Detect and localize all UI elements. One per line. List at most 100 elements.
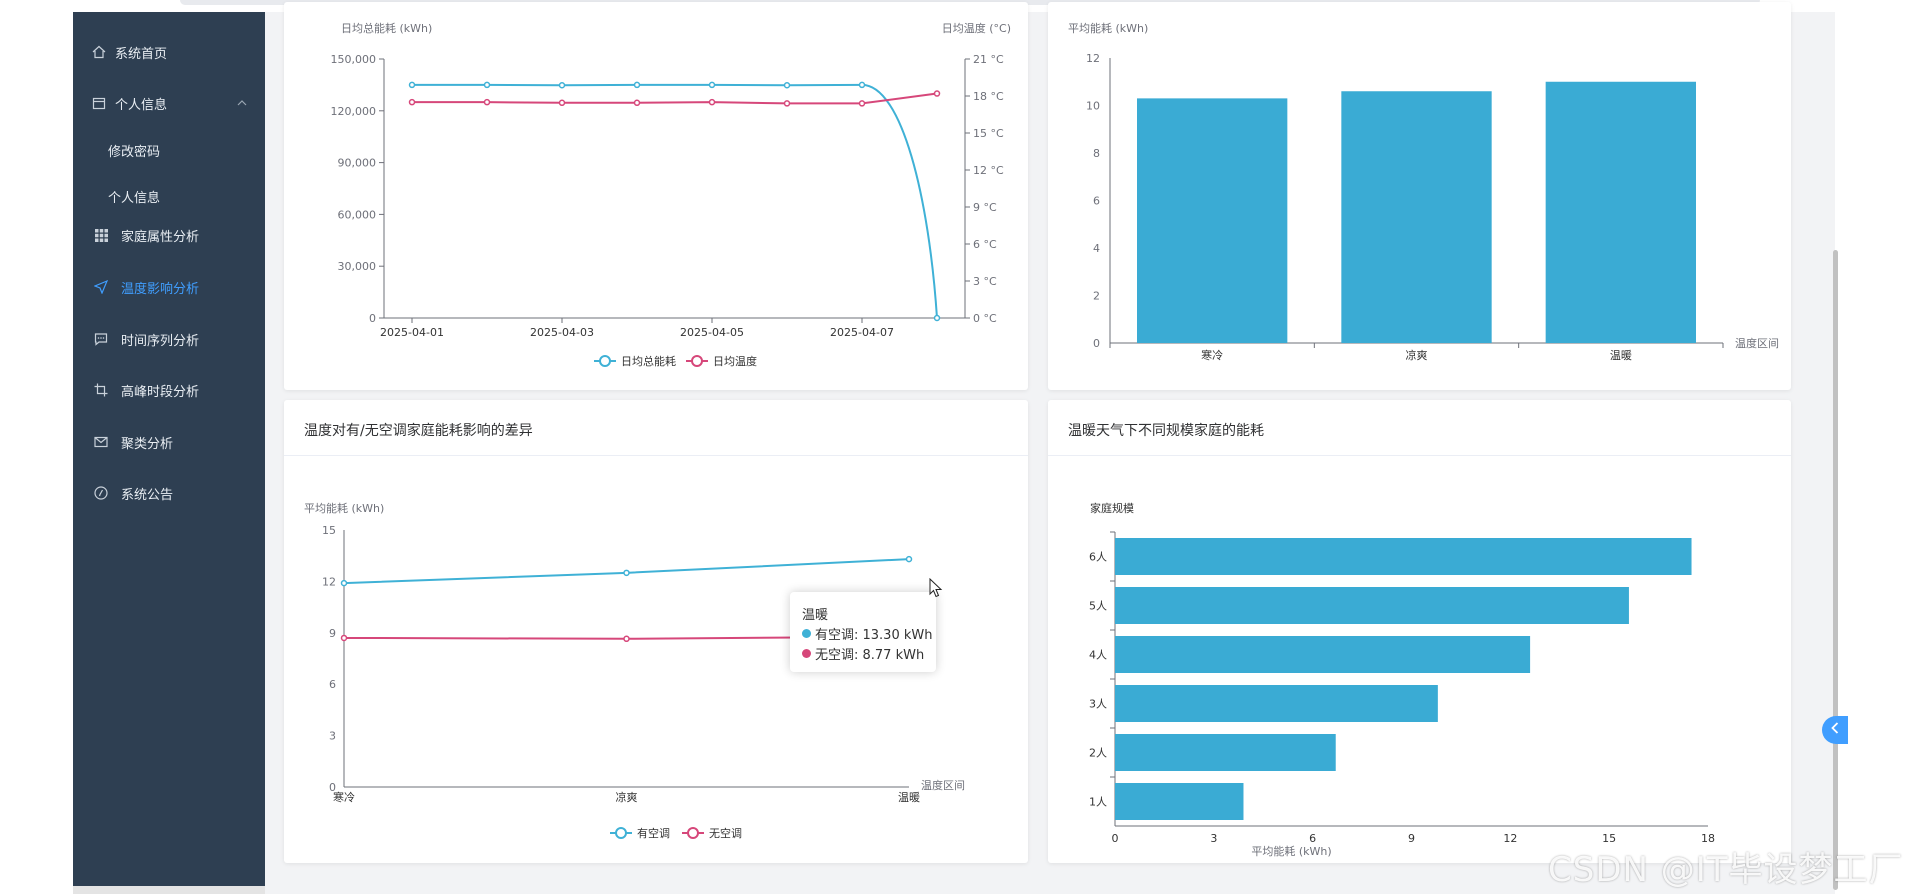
data-point (858, 100, 866, 107)
sidebar-item-label: 系统首页 (115, 46, 168, 62)
data-point (783, 81, 791, 89)
household-size-bar-chart: 家庭规模 1人 2人 3人 4人 5人 6人 0 3 6 9 12 15 18 平均能耗 (kWh) (1089, 501, 1715, 858)
x-tick-label: 2025-04-03 (530, 326, 594, 339)
x-tick-label: 寒冷 (333, 790, 355, 804)
y-tick-label: 0 (329, 781, 336, 794)
household-size-card: 温暖天气下不同规模家庭的能耗 家庭规模 1人 2人 3人 4人 5人 6人 0 3 6 9 12 15 1… (1048, 400, 1791, 863)
series-line-0 (412, 83, 938, 319)
data-point (858, 81, 866, 89)
x-tick-label: 12 (1503, 832, 1517, 845)
legend-label: 日均温度 (713, 354, 757, 368)
page-scrollbar-thumb[interactable] (1833, 250, 1838, 890)
legend-marker (687, 827, 699, 839)
sidebar-item-household-analysis[interactable]: 家庭属性分析 (73, 215, 265, 255)
card-divider (284, 455, 1028, 456)
data-point (408, 81, 416, 89)
y-tick-label-right: 9 °C (973, 201, 997, 214)
tooltip-row-ac: 有空调: 13.30 kWh (802, 624, 932, 643)
x-axis-title: 温度区间 (921, 778, 965, 792)
data-point (340, 579, 348, 587)
legend-label: 有空调 (637, 826, 670, 840)
sidebar-horizontal-scrollbar[interactable] (73, 886, 265, 894)
data-point (708, 98, 716, 106)
sidebar-item-label: 温度影响分析 (121, 281, 200, 297)
y-axis-right-title: 日均温度 (°C) (942, 21, 1011, 35)
legend-marker (615, 827, 627, 839)
data-point (933, 90, 941, 97)
series-dot-icon (802, 649, 811, 658)
y-axis-title: 家庭规模 (1090, 501, 1134, 515)
data-point (633, 81, 641, 89)
x-tick-label: 15 (1602, 832, 1616, 845)
sidebar-item-label: 系统公告 (121, 487, 174, 503)
sidebar-item-label: 高峰时段分析 (121, 384, 200, 400)
y-tick-label: 4 (1093, 242, 1100, 255)
mail-icon (93, 434, 109, 450)
bar (1115, 685, 1438, 722)
y-tick-label: 6人 (1089, 551, 1107, 564)
page-scroll-track[interactable] (1835, 12, 1910, 894)
sidebar-item-profile-group[interactable]: 个人信息 (73, 83, 265, 123)
data-point (708, 81, 716, 89)
data-point (623, 635, 630, 643)
y-tick-label-right: 18 °C (973, 90, 1004, 103)
series-line-1 (412, 92, 938, 105)
x-tick-label: 0 (1112, 832, 1119, 845)
tooltip-title: 温暖 (802, 608, 829, 623)
y-tick-label: 0 (1093, 337, 1100, 350)
x-tick-label: 18 (1701, 832, 1715, 845)
collapse-panel-button[interactable] (1822, 716, 1848, 744)
x-tick-label: 3 (1210, 832, 1217, 845)
sidebar-item-temperature-analysis[interactable]: 温度影响分析 (73, 267, 265, 307)
y-tick-label-left: 120,000 (331, 105, 377, 118)
x-axis-title: 温度区间 (1735, 336, 1779, 350)
bar (1545, 81, 1696, 343)
y-tick-label-left: 0 (369, 312, 376, 325)
y-tick-label: 2人 (1089, 747, 1107, 760)
tooltip-row-text: 无空调: 8.77 kWh (815, 648, 925, 663)
data-point (633, 99, 641, 107)
data-point (408, 98, 416, 106)
y-tick-label-left: 30,000 (338, 260, 377, 273)
y-tick-label: 12 (322, 575, 336, 588)
y-tick-label-right: 15 °C (973, 127, 1004, 140)
sidebar-item-peak-analysis[interactable]: 高峰时段分析 (73, 370, 265, 410)
data-point (783, 100, 791, 107)
sidebar-item-home[interactable]: 系统首页 (73, 32, 265, 72)
sidebar-item-profile[interactable]: 个人信息 (73, 176, 265, 216)
data-point (623, 569, 630, 577)
card-divider (1048, 455, 1791, 456)
y-axis-title: 平均能耗 (kWh) (304, 501, 384, 515)
y-tick-label-right: 0 °C (973, 312, 997, 325)
bar (1115, 636, 1531, 673)
y-axis-left-title: 日均总能耗 (kWh) (341, 21, 432, 35)
y-tick-label: 1人 (1089, 796, 1107, 809)
x-tick-label: 温暖 (1610, 349, 1632, 362)
sidebar-item-label: 个人信息 (108, 190, 161, 206)
y-tick-label: 4人 (1089, 649, 1107, 662)
main-content: 日均总能耗 (kWh) 日均温度 (°C) 0 30,000 60,000 90,000 1… (265, 2, 1835, 894)
temperature-range-bar-chart: 平均能耗 (kWh) 0 2 4 6 8 10 12 寒冷 凉爽 温暖 温度区间 (1068, 21, 1779, 362)
sidebar-item-announcements[interactable]: 系统公告 (73, 473, 265, 513)
y-tick-label-right: 3 °C (973, 275, 997, 288)
bar (1115, 734, 1336, 771)
bar (1341, 91, 1492, 343)
sidebar-item-timeseries-analysis[interactable]: 时间序列分析 (73, 319, 265, 359)
y-tick-label-left: 60,000 (338, 208, 377, 221)
data-point (483, 81, 491, 89)
daily-energy-temperature-card: 日均总能耗 (kWh) 日均温度 (°C) 0 30,000 60,000 90,000 1… (284, 2, 1028, 390)
sidebar-item-change-password[interactable]: 修改密码 (73, 130, 265, 170)
y-tick-label: 3人 (1089, 698, 1107, 711)
temperature-range-bar-card: 平均能耗 (kWh) 0 2 4 6 8 10 12 寒冷 凉爽 温暖 温度区间 (1048, 2, 1791, 390)
crop-icon (93, 382, 109, 398)
mouse-pointer-icon (929, 577, 943, 602)
legend-marker (691, 355, 703, 367)
sidebar-item-label: 时间序列分析 (121, 333, 200, 349)
sidebar-item-label: 聚类分析 (121, 436, 174, 452)
data-point (483, 98, 491, 106)
x-tick-label: 6 (1309, 832, 1316, 845)
y-tick-label: 6 (329, 678, 336, 691)
sidebar-item-cluster-analysis[interactable]: 聚类分析 (73, 422, 265, 462)
y-tick-label: 9 (329, 627, 336, 640)
